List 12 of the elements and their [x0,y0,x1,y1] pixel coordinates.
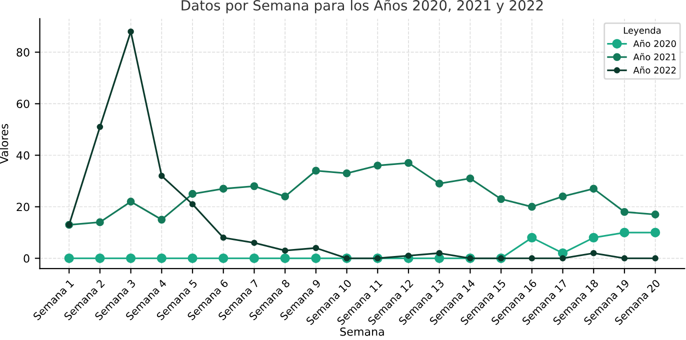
legend-label: Año 2022 [633,66,676,74]
chart-title: Datos por Semana para los Años 2020, 2021 y 2022 [182,0,543,14]
x-axis-title: Semana [340,327,384,336]
legend-label: Año 2021 [633,53,676,60]
y-tick-label: 40 [16,151,30,160]
y-tick-label: 80 [16,48,30,57]
legend-label: Año 2020 [633,40,676,48]
y-tick-label: 60 [16,100,30,108]
y-tick-label: 20 [16,202,30,212]
legend-title: Leyenda [624,26,661,36]
y-axis-title: Valores [0,124,8,164]
y-tick-label: 0 [24,254,30,263]
